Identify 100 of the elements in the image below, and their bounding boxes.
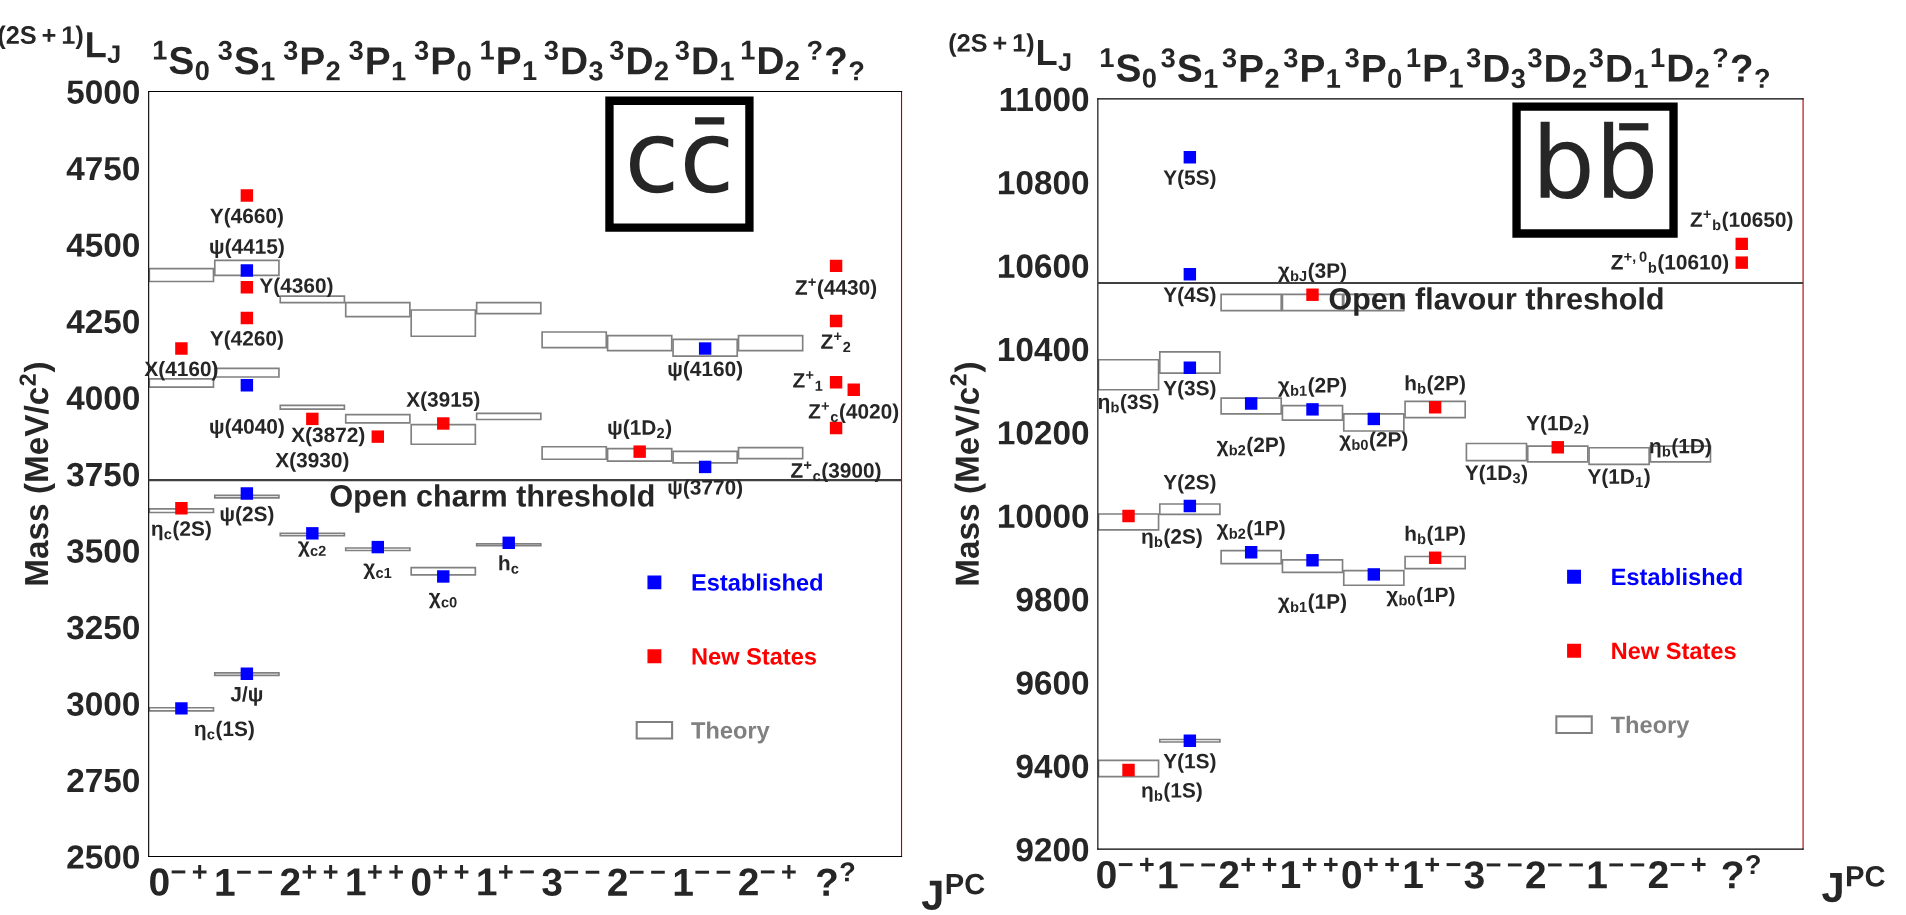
annotation: Y(4660): [210, 208, 283, 228]
x-tick-label: 2$^{−+}$: [1648, 857, 1706, 889]
annotation: ψ(3770): [668, 479, 743, 499]
bar: [344, 547, 411, 552]
x-tick-label: 1$^{+−}$: [478, 865, 534, 896]
annotation: ψ(4040): [210, 418, 284, 438]
y-tick-label: 9200: [1016, 837, 1089, 862]
annotation: χ$_{bJ}$(3P): [1278, 262, 1346, 283]
x-tick-label: 1$^{−−}$: [674, 868, 731, 896]
bar: [213, 672, 280, 677]
point: [240, 487, 254, 500]
y-axis-title: Mass (MeV/c$^{2}$): [19, 363, 55, 585]
point: [1122, 763, 1135, 777]
annotation: χ$_{b1}$(2P): [1278, 377, 1346, 397]
annotation: Υ(2S): [1163, 474, 1216, 494]
text: $^{3}$S$_{1}$: [218, 40, 275, 81]
ref-line-label: Open charm threshold: [330, 484, 654, 513]
text: $^{3}$P$_{0}$: [1345, 48, 1402, 89]
text: $^{3}$P$_{2}$: [1222, 48, 1279, 88]
y-tick-label: 2750: [67, 768, 139, 793]
text: $^{1}$D$_{2}$: [741, 40, 799, 81]
y-tick-label: 3250: [66, 615, 139, 640]
point: [1244, 546, 1258, 559]
point: [1306, 403, 1319, 416]
point: [1183, 268, 1197, 281]
point: [240, 264, 254, 277]
text: $^{3}$P$_{1}$: [1283, 48, 1341, 88]
annotation: ψ(4415): [210, 238, 284, 258]
x-tick-label: 2$^{−−}$: [1526, 861, 1583, 889]
y-tick-label: 4500: [66, 233, 139, 257]
y-tick-label: 11000: [1000, 87, 1089, 112]
chart-title: cc̄: [629, 117, 729, 194]
annotation: Υ(1S): [1163, 753, 1216, 773]
annotation: η$_{b}$(2S): [1142, 528, 1202, 548]
annotation: χ$_{b0}$(2P): [1339, 431, 1408, 451]
y-tick-label: 9400: [1016, 754, 1089, 779]
y-tick-label: 9800: [1016, 587, 1089, 612]
bar: [148, 508, 215, 514]
point: [829, 421, 843, 435]
annotation: ψ(1D$_{2}$): [608, 419, 672, 439]
point: [175, 702, 188, 715]
legend-label: Theory: [691, 721, 770, 744]
y-tick-label: 5000: [67, 80, 139, 104]
y-tick-label: 9600: [1016, 671, 1089, 695]
bar: [1097, 759, 1160, 778]
point: [371, 540, 385, 554]
text: $^{3}$D$_{2}$: [609, 40, 668, 81]
point: [240, 379, 254, 392]
annotation: Υ(5S): [1163, 169, 1216, 190]
annotation: η$_{c}$(1S): [194, 720, 254, 741]
point: [1183, 150, 1197, 164]
legend-label: Established: [1612, 567, 1742, 586]
x-tick-label: 2$^{++}$: [1219, 857, 1277, 889]
point: [1367, 412, 1381, 426]
point: [1183, 734, 1197, 747]
text: $^{1}$D$_{2}$: [1651, 48, 1709, 88]
annotation: χ$_{b2}$(1P): [1216, 520, 1285, 540]
chart-title: bb̄: [1540, 121, 1654, 200]
bar: [279, 532, 346, 537]
y-tick-label: 10400: [998, 337, 1089, 362]
x-tick-label: 2$^{−−}$: [608, 868, 665, 896]
annotation: χ$_{b2}$(2P): [1216, 436, 1285, 457]
x-tick-label: 2$^{++}$: [280, 865, 338, 896]
annotation: X(3915): [406, 391, 480, 411]
point: [240, 311, 254, 325]
y-tick-label: 2500: [67, 845, 139, 869]
point: [1183, 361, 1197, 374]
legend-label: New States: [1612, 642, 1736, 660]
point: [306, 527, 319, 540]
y-tick-label: 10200: [998, 421, 1089, 445]
annotation: η$_{c}$(2S): [151, 520, 211, 541]
x-tick-label: 3$^{−−}$: [542, 868, 600, 897]
annotation: χ$_{b1}$(1P): [1278, 593, 1346, 614]
x-tick-label: ?$^{?}$: [816, 862, 855, 896]
annotation: Y(4360): [259, 277, 333, 298]
x-tick-label: 0$^{−+}$: [150, 865, 207, 896]
point: [633, 445, 646, 458]
bar: [475, 542, 542, 547]
point: [437, 417, 450, 430]
x-tick-label: 1$^{+−}$: [1404, 857, 1461, 889]
text: $^{3}$D$_{1}$: [675, 40, 734, 81]
annotation: χ$_{c0}$: [428, 592, 457, 609]
text: $^{3}$D$_{2}$: [1528, 48, 1587, 88]
point: [829, 259, 843, 273]
point: [1735, 256, 1748, 269]
y-tick-label: 10800: [998, 170, 1089, 195]
y-tick-label: 3500: [66, 539, 139, 563]
x-tick-label: 1$^{++}$: [1282, 857, 1338, 889]
point: [306, 412, 319, 426]
point: [175, 502, 188, 515]
annotation: h$_{c}$: [499, 555, 519, 574]
text: $^{3}$D$_{3}$: [544, 40, 603, 81]
x-tick-label: ?$^{?}$: [1722, 854, 1760, 889]
annotation: Z$^{+}$$_{2}$: [821, 332, 851, 353]
annotation: Υ(3S): [1163, 380, 1216, 400]
point: [371, 430, 385, 443]
text: $^{1}$S$_{0}$: [1101, 48, 1156, 88]
y-tick-label: 10600: [998, 254, 1089, 278]
annotation: J/ψ: [230, 686, 263, 706]
annotation: Z$^{+,0}$$_{b}$(10610): [1611, 251, 1729, 274]
